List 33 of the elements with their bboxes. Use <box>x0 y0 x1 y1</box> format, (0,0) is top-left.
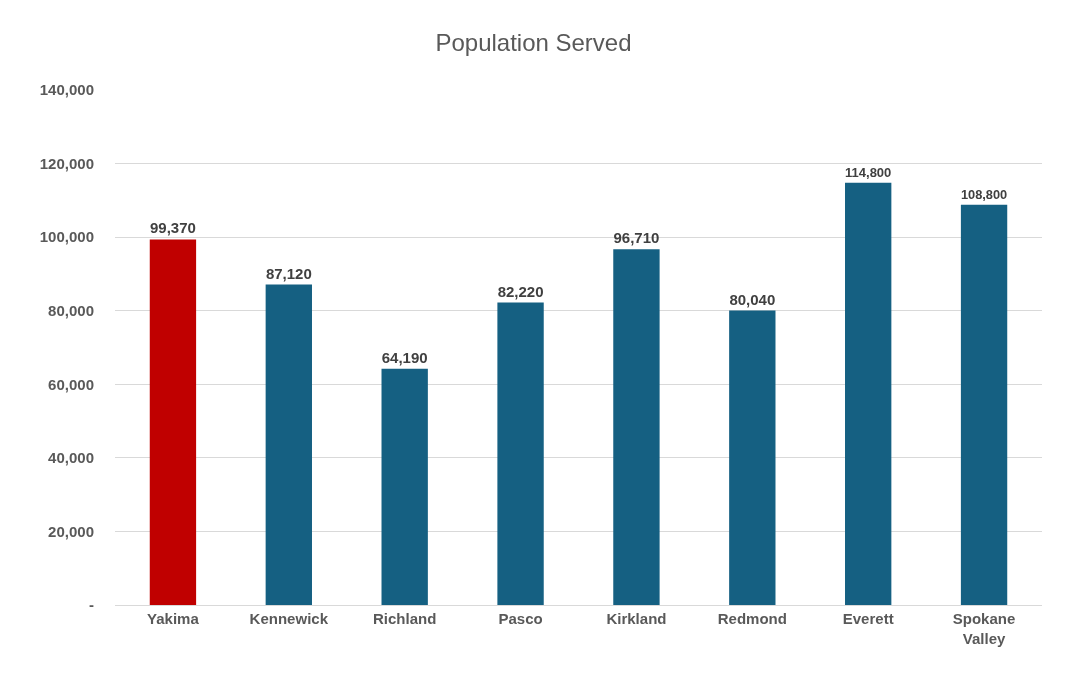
x-tick-label: Yakima <box>147 610 200 627</box>
bar <box>265 284 312 605</box>
y-tick-label: 120,000 <box>39 154 94 172</box>
y-tick-label: 140,000 <box>39 81 94 99</box>
x-tick-label: Redmond <box>717 610 787 627</box>
y-tick-label: 80,000 <box>48 301 94 319</box>
bar <box>381 368 428 605</box>
data-label: 87,120 <box>265 264 312 282</box>
data-label: 80,040 <box>729 290 776 308</box>
data-label: 64,190 <box>381 348 428 366</box>
chart-title: Population Served <box>435 29 632 57</box>
y-tick-label: 20,000 <box>48 522 94 540</box>
data-label: 99,370 <box>149 219 196 237</box>
x-tick-label: Kennewick <box>249 610 329 627</box>
bar <box>613 249 660 605</box>
data-label: 108,800 <box>960 187 1008 203</box>
y-tick-label: 100,000 <box>39 228 94 246</box>
x-tick-label: Spokane Valley <box>952 610 1016 647</box>
bar <box>845 182 892 605</box>
data-label: 114,800 <box>845 165 892 181</box>
bar <box>960 204 1008 605</box>
x-tick-label: Pasco <box>498 610 543 627</box>
y-tick-label: - <box>89 596 94 614</box>
bar <box>149 239 197 605</box>
y-tick-label: 60,000 <box>48 375 94 393</box>
data-label: 82,220 <box>497 282 544 300</box>
x-tick-label: Richland <box>373 610 437 627</box>
data-label: 96,710 <box>613 229 660 247</box>
x-tick-label: Everett <box>842 610 894 627</box>
y-tick-label: 40,000 <box>48 449 94 467</box>
bar <box>497 302 544 605</box>
x-tick-label: Kirkland <box>606 610 667 627</box>
bar <box>729 310 776 605</box>
